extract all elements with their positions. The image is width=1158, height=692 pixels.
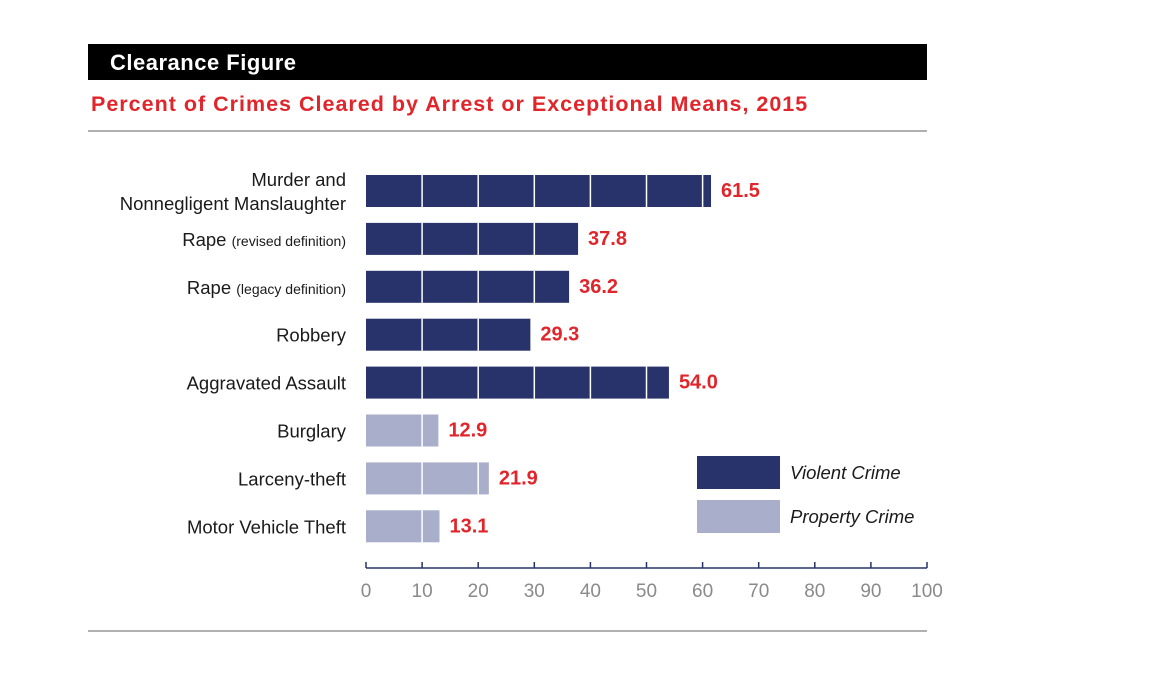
category-label: Robbery: [276, 325, 347, 346]
x-tick-label: 100: [911, 581, 943, 602]
x-tick-label: 80: [804, 581, 825, 602]
bar: [366, 462, 489, 495]
value-label: 36.2: [579, 276, 618, 298]
category-label: Nonnegligent Manslaughter: [120, 193, 346, 214]
legend: Violent Crime Property Crime: [697, 456, 914, 533]
x-axis: 0 10 20 30 40 50 60 70 80 90 100: [361, 562, 943, 602]
value-label: 29.3: [540, 324, 579, 346]
header-title: Clearance Figure: [110, 50, 297, 75]
chart-title: Percent of Crimes Cleared by Arrest or E…: [91, 92, 809, 116]
bar: [366, 366, 669, 399]
value-label: 13.1: [449, 515, 488, 537]
value-label: 12.9: [448, 420, 487, 442]
legend-label: Violent Crime: [790, 462, 901, 483]
bar: [366, 318, 531, 351]
header-bar: Clearance Figure: [88, 44, 927, 80]
bottom-divider: [88, 630, 927, 632]
value-label: 37.8: [588, 228, 627, 250]
legend-swatch: [697, 500, 780, 533]
x-tick-label: 40: [580, 581, 601, 602]
x-tick-label: 20: [468, 581, 489, 602]
category-labels: 61.5 Murder and Nonnegligent Manslaughter 3…: [120, 169, 760, 537]
x-tick-label: 60: [692, 581, 713, 602]
bars-layer: [366, 175, 712, 543]
bar: [366, 222, 579, 255]
value-label: 61.5: [721, 180, 760, 202]
top-divider: [88, 130, 927, 132]
category-label: Motor Vehicle Theft: [187, 516, 346, 537]
x-tick-label: 70: [748, 581, 769, 602]
category-label: Burglary: [277, 421, 347, 442]
x-tick-label: 10: [412, 581, 433, 602]
x-tick-label: 30: [524, 581, 545, 602]
bar: [366, 270, 570, 303]
x-tick-label: 90: [860, 581, 881, 602]
bar: [366, 414, 439, 447]
category-label: Rape (legacy definition): [187, 277, 346, 298]
category-label: Larceny-theft: [238, 468, 346, 489]
legend-label: Property Crime: [790, 506, 914, 527]
value-label: 54.0: [679, 372, 718, 394]
bar: [366, 510, 440, 543]
x-tick-label: 50: [636, 581, 657, 602]
legend-swatch: [697, 456, 780, 489]
category-label: Murder and: [251, 169, 346, 190]
x-tick-label: 0: [361, 581, 372, 602]
category-label: Aggravated Assault: [187, 373, 346, 394]
category-label: Rape (revised definition): [182, 229, 346, 250]
value-label: 21.9: [499, 467, 538, 489]
bar: [366, 175, 712, 207]
